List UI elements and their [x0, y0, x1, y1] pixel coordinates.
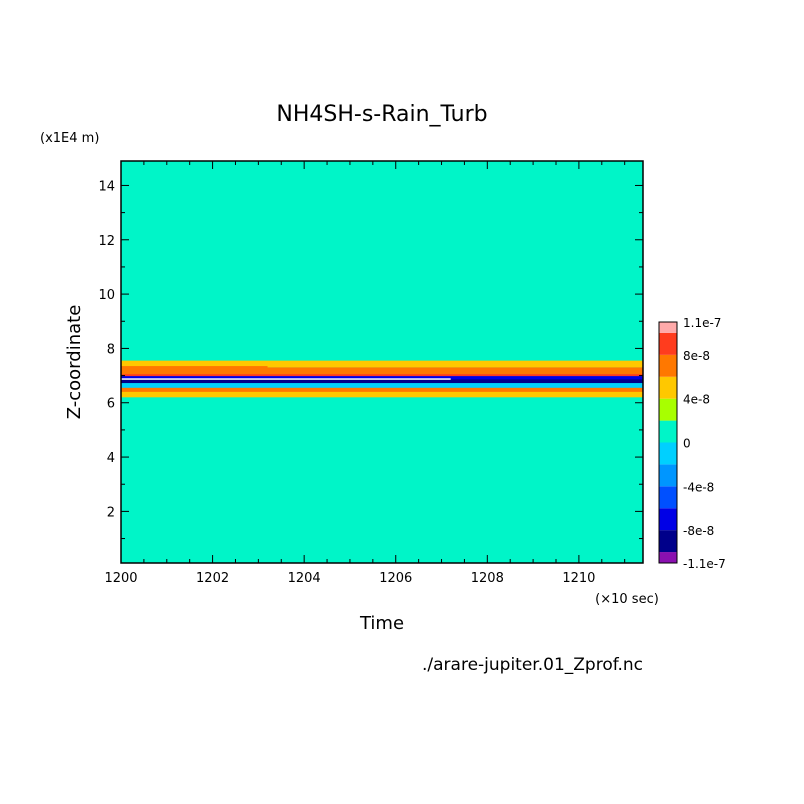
- y-tick-label: 12: [98, 234, 115, 249]
- contour-band: [121, 387, 643, 392]
- contour-band: [121, 280, 643, 289]
- colorbar-swatch: [659, 552, 677, 563]
- contour-band: [121, 389, 643, 398]
- x-tick-label: 1208: [471, 571, 504, 586]
- contour-band: [121, 379, 643, 384]
- contour-band: [121, 224, 643, 228]
- plot-frame: [120, 160, 644, 564]
- x-tick-label: 1200: [104, 571, 137, 586]
- contour-band: [121, 311, 643, 316]
- colorbar-swatch: [659, 464, 677, 487]
- y-tick-label: 2: [107, 505, 115, 520]
- colorbar-tick-label: 1.1e-7: [683, 316, 721, 330]
- contour-band: [121, 325, 643, 334]
- x-tick-label: 1202: [196, 571, 229, 586]
- colorbar-tick-label: 8e-8: [683, 349, 710, 363]
- x-axis-title: Time: [359, 613, 404, 634]
- y-tick-label: 4: [107, 451, 115, 466]
- colorbar-swatch: [659, 508, 677, 531]
- chart-title: NH4SH-s-Rain_Turb: [276, 102, 487, 127]
- colorbar-swatch: [659, 420, 677, 443]
- x-tick-label: 1210: [562, 571, 595, 586]
- colorbar-tick-label: -1.1e-7: [683, 557, 726, 571]
- colorbar-tick-label: -4e-8: [683, 480, 714, 494]
- colorbar-frame: [658, 321, 678, 564]
- contour-bands: [121, 224, 643, 409]
- contour-band: [121, 295, 643, 301]
- contour-band: [121, 376, 643, 380]
- y-tick-label: 14: [98, 179, 115, 194]
- colorbar-swatch: [659, 442, 677, 465]
- colorbar-swatch: [659, 332, 677, 355]
- y-tick-label: 6: [107, 397, 115, 412]
- contour-band: [121, 256, 643, 267]
- colorbar-tick-label: -8e-8: [683, 524, 714, 538]
- y-tick-label: 10: [98, 288, 115, 303]
- x-tick-label: 1204: [288, 571, 321, 586]
- x-axis: 1200 1202 1204 1206 1208 1210: [104, 161, 626, 586]
- source-file-label: ./arare-jupiter.01_Zprof.nc: [422, 655, 643, 675]
- y-axis-unit: (x1E4 m): [40, 131, 99, 146]
- colorbar-tick-label: 0: [683, 437, 691, 451]
- y-axis: 2 4 6 8 10 12 14: [98, 179, 643, 540]
- colorbar: 1.1e-7 8e-8 4e-8 0 -4e-8 -8e-8 -1.1e-7: [658, 316, 726, 571]
- colorbar-swatch: [659, 398, 677, 421]
- contour-band: [121, 398, 643, 409]
- contour-band: [121, 367, 643, 376]
- contour-band: [121, 374, 643, 377]
- contour-highlight-line: [121, 378, 451, 380]
- x-axis-unit: (×10 sec): [595, 592, 659, 607]
- colorbar-swatch: [659, 530, 677, 553]
- colorbar-swatch: [659, 486, 677, 509]
- colorbar-swatch: [659, 322, 677, 333]
- y-axis-title: Z-coordinate: [64, 305, 85, 420]
- y-tick-label: 8: [107, 342, 115, 357]
- x-tick-label: 1206: [379, 571, 412, 586]
- colorbar-swatch: [659, 376, 677, 399]
- colorbar-swatch: [659, 354, 677, 377]
- contour-band: [121, 383, 643, 390]
- colorbar-tick-label: 4e-8: [683, 393, 710, 407]
- contour-band: [235, 271, 643, 276]
- contour-band: [121, 360, 643, 368]
